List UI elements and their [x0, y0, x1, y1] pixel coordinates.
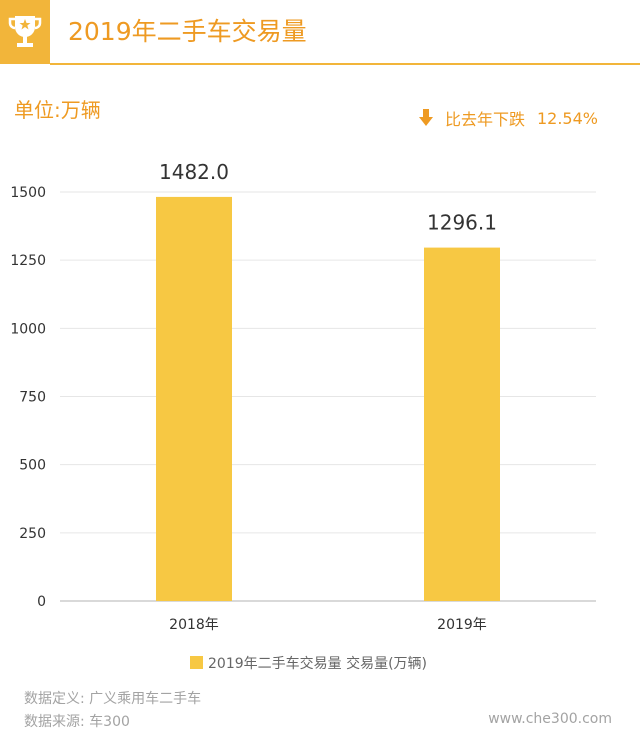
- x-tick-label: 2019年: [437, 617, 487, 633]
- y-tick-label: 1250: [10, 253, 46, 269]
- legend-label: 2019年二手车交易量 交易量(万辆): [208, 655, 427, 672]
- y-tick-label: 750: [19, 390, 46, 406]
- change-indicator: 比去年下跌 12.54%: [418, 106, 598, 130]
- data-source: 数据来源: 车300: [24, 714, 130, 730]
- y-tick-label: 500: [19, 458, 46, 474]
- trophy-icon: [8, 16, 42, 47]
- change-value: 12.54%: [536, 108, 598, 128]
- website-link[interactable]: www.che300.com: [488, 711, 612, 727]
- y-tick-label: 1000: [10, 321, 46, 337]
- down-arrow-icon: [418, 109, 433, 126]
- legend-swatch: [190, 656, 203, 669]
- page-title: 2019年二手车交易量: [68, 17, 307, 46]
- y-tick-label: 0: [37, 594, 46, 610]
- x-tick-label: 2018年: [169, 617, 219, 633]
- y-tick-label: 1500: [10, 185, 46, 201]
- trophy-icon-box: [0, 0, 50, 64]
- header-divider: [50, 63, 640, 65]
- change-label: 比去年下跌: [444, 110, 525, 129]
- data-definition: 数据定义: 广义乘用车二手车: [24, 691, 202, 707]
- unit-label: 单位:万辆: [14, 98, 101, 122]
- header: 2019年二手车交易量: [0, 0, 640, 65]
- data-label: 1296.1: [427, 211, 497, 235]
- bar: [424, 247, 500, 601]
- bar: [156, 196, 232, 601]
- bar-chart: 0 250 500 750 1000 1250 1500 1482.0 2018年 1296.1 2…: [10, 160, 596, 672]
- y-tick-label: 250: [19, 526, 46, 542]
- data-label: 1482.0: [159, 160, 229, 184]
